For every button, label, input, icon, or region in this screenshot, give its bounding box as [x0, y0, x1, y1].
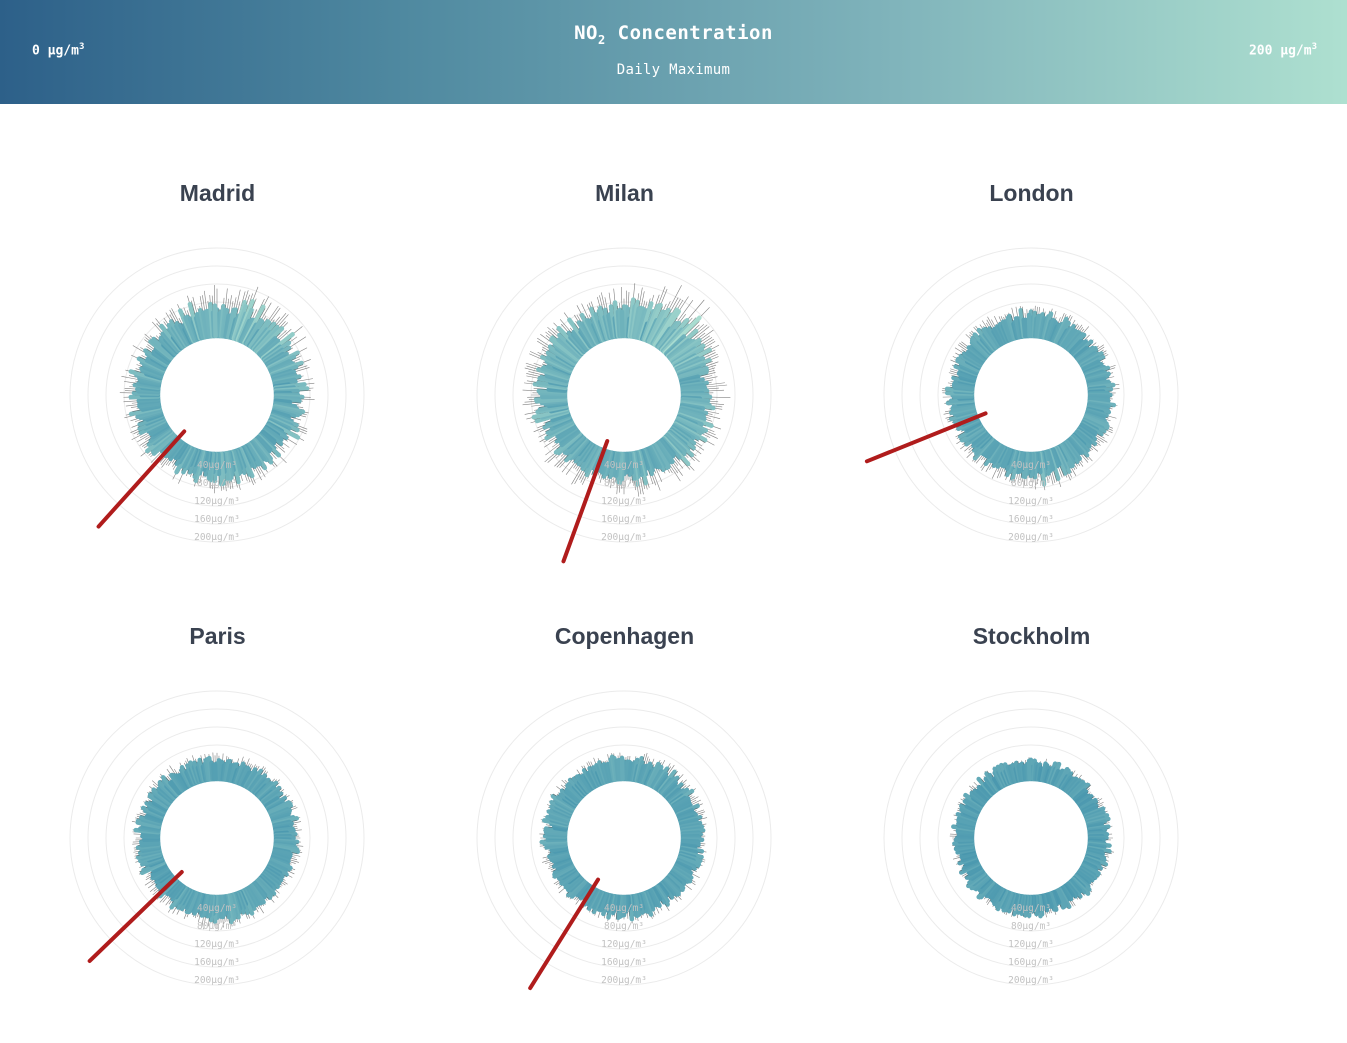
city-chart-copenhagen: Copenhagen 40µg/m³ 80µg/m³ 120µg/m³ 160µg/m³… [421, 623, 828, 1043]
ring-label: 160µg/m³ [601, 514, 647, 525]
city-title: Milan [421, 180, 828, 207]
daily-bar [622, 758, 623, 779]
ring-label: 120µg/m³ [1008, 496, 1054, 507]
ring-label: 40µg/m³ [604, 903, 644, 914]
ring-label: 80µg/m³ [197, 921, 237, 932]
radial-chart: 40µg/m³ 80µg/m³ 120µg/m³ 160µg/m³ 200µg/m³ [828, 225, 1235, 600]
ring-label: 200µg/m³ [194, 532, 240, 543]
page-subtitle: Daily Maximum [0, 62, 1347, 78]
city-chart-london: London 40µg/m³ 80µg/m³ 120µg/m³ 160µg/m³ 200µ… [828, 180, 1235, 600]
ring-label: 160µg/m³ [194, 957, 240, 968]
ring-label: 40µg/m³ [197, 903, 237, 914]
ring-label: 200µg/m³ [1008, 532, 1054, 543]
daily-bar [215, 306, 216, 336]
daily-bar [622, 312, 623, 336]
ring-label: 200µg/m³ [601, 532, 647, 543]
ring-label: 120µg/m³ [601, 496, 647, 507]
city-title: Copenhagen [421, 623, 828, 650]
city-chart-madrid: Madrid 40µg/m³ 80µg/m³ 120µg/m³ 160µg/m³ 200µ… [14, 180, 421, 600]
ring-label: 80µg/m³ [1011, 478, 1051, 489]
ring-label: 120µg/m³ [1008, 939, 1054, 950]
city-chart-milan: Milan 40µg/m³ 80µg/m³ 120µg/m³ 160µg/m³ 200µg… [421, 180, 828, 600]
ring-label: 160µg/m³ [1008, 514, 1054, 525]
city-title: Madrid [14, 180, 421, 207]
city-title: Paris [14, 623, 421, 650]
ring-label: 120µg/m³ [601, 939, 647, 950]
ring-label: 200µg/m³ [194, 975, 240, 986]
ring-label: 40µg/m³ [197, 460, 237, 471]
radial-chart: 40µg/m³ 80µg/m³ 120µg/m³ 160µg/m³ 200µg/m³ [14, 668, 421, 1043]
city-title: Stockholm [828, 623, 1235, 650]
city-title: London [828, 180, 1235, 207]
city-chart-paris: Paris 40µg/m³ 80µg/m³ 120µg/m³ 160µg/m³ 200µg… [14, 623, 421, 1043]
ring-label: 80µg/m³ [604, 921, 644, 932]
ring-label: 80µg/m³ [1011, 921, 1051, 932]
legend-max-label: 200 µg/m3 [1249, 42, 1317, 58]
ring-label: 160µg/m³ [1008, 957, 1054, 968]
ring-label: 40µg/m³ [1011, 903, 1051, 914]
current-day-marker [99, 431, 185, 526]
daily-bar [1029, 315, 1030, 336]
ring-label: 160µg/m³ [601, 957, 647, 968]
ring-label: 120µg/m³ [194, 496, 240, 507]
ring-label: 80µg/m³ [604, 478, 644, 489]
radial-chart: 40µg/m³ 80µg/m³ 120µg/m³ 160µg/m³ 200µg/m³ [828, 668, 1235, 1043]
radial-chart: 40µg/m³ 80µg/m³ 120µg/m³ 160µg/m³ 200µg/m³ [421, 668, 828, 1043]
radial-chart: 40µg/m³ 80µg/m³ 120µg/m³ 160µg/m³ 200µg/m³ [14, 225, 421, 600]
ring-label: 160µg/m³ [194, 514, 240, 525]
ring-label: 40µg/m³ [1011, 460, 1051, 471]
city-chart-stockholm: Stockholm 40µg/m³ 80µg/m³ 120µg/m³ 160µg/m³ 2… [828, 623, 1235, 1043]
page-title: NO2 Concentration [0, 22, 1347, 47]
radial-chart: 40µg/m³ 80µg/m³ 120µg/m³ 160µg/m³ 200µg/m³ [421, 225, 828, 600]
ring-label: 120µg/m³ [194, 939, 240, 950]
header-banner: 0 µg/m3 NO2 Concentration Daily Maximum … [0, 0, 1347, 104]
ring-label: 200µg/m³ [601, 975, 647, 986]
ring-label: 40µg/m³ [604, 460, 644, 471]
ring-label: 200µg/m³ [1008, 975, 1054, 986]
ring-label: 80µg/m³ [197, 478, 237, 489]
